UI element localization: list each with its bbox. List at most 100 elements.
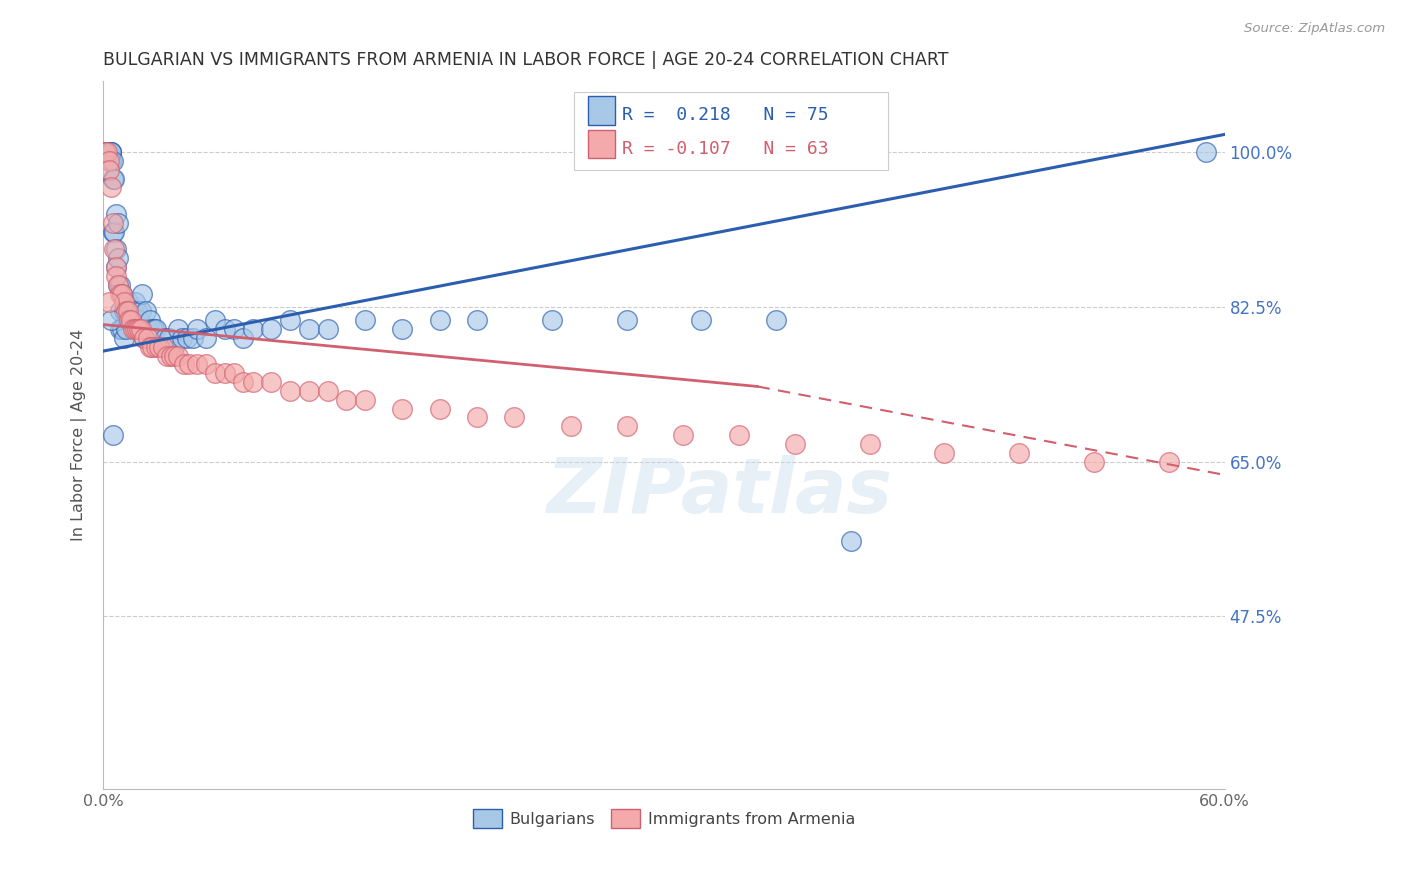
Point: [105, 243, 128, 257]
Point: [112, 304, 135, 318]
Point: [335, 392, 357, 407]
Point: [560, 419, 582, 434]
FancyBboxPatch shape: [588, 130, 614, 159]
Point: [114, 304, 136, 318]
Point: [136, 331, 159, 345]
Point: [97, 153, 120, 168]
Point: [136, 322, 159, 336]
Point: [111, 322, 134, 336]
Point: [103, 225, 125, 239]
Point: [214, 366, 236, 380]
Point: [117, 295, 139, 310]
Point: [616, 313, 638, 327]
Point: [222, 322, 245, 336]
Legend: Bulgarians, Immigrants from Armenia: Bulgarians, Immigrants from Armenia: [467, 803, 862, 834]
Point: [101, 216, 124, 230]
Point: [122, 322, 145, 336]
Point: [124, 295, 146, 310]
Point: [145, 322, 167, 336]
Point: [107, 216, 129, 230]
Point: [186, 357, 208, 371]
Point: [135, 304, 157, 318]
Point: [148, 340, 170, 354]
Point: [278, 384, 301, 398]
Text: BULGARIAN VS IMMIGRANTS FROM ARMENIA IN LABOR FORCE | AGE 20-24 CORRELATION CHAR: BULGARIAN VS IMMIGRANTS FROM ARMENIA IN …: [103, 51, 949, 69]
Point: [100, 153, 122, 168]
Point: [141, 322, 163, 336]
Point: [465, 410, 488, 425]
Point: [105, 207, 128, 221]
Point: [232, 331, 254, 345]
Point: [316, 322, 339, 336]
Point: [163, 349, 186, 363]
Point: [105, 260, 128, 274]
Point: [139, 340, 162, 354]
Point: [204, 313, 226, 327]
FancyBboxPatch shape: [574, 92, 889, 169]
Text: ZIPatlas: ZIPatlas: [547, 455, 893, 529]
Point: [167, 322, 190, 336]
Point: [1157, 455, 1180, 469]
Point: [179, 357, 201, 371]
Point: [727, 428, 749, 442]
Point: [108, 286, 131, 301]
Point: [142, 322, 165, 336]
Point: [153, 331, 176, 345]
Point: [120, 304, 142, 318]
Point: [94, 145, 117, 160]
Point: [148, 340, 170, 354]
Point: [124, 322, 146, 336]
Point: [540, 313, 562, 327]
Point: [97, 162, 120, 177]
Point: [101, 225, 124, 239]
Point: [103, 171, 125, 186]
Point: [934, 446, 956, 460]
Point: [167, 349, 190, 363]
Point: [111, 286, 134, 301]
Point: [131, 286, 153, 301]
Point: [112, 331, 135, 345]
Point: [1008, 446, 1031, 460]
Point: [128, 322, 150, 336]
Point: [100, 145, 122, 160]
Point: [391, 322, 413, 336]
Point: [111, 286, 134, 301]
Point: [354, 313, 377, 327]
Point: [242, 375, 264, 389]
Point: [100, 313, 122, 327]
Point: [101, 428, 124, 442]
Point: [176, 331, 198, 345]
Point: [129, 304, 152, 318]
Point: [108, 277, 131, 292]
Point: [118, 304, 141, 318]
Point: [107, 277, 129, 292]
Point: [839, 534, 862, 549]
Point: [96, 145, 118, 160]
Point: [204, 366, 226, 380]
Point: [105, 268, 128, 283]
Point: [97, 145, 120, 160]
Point: [141, 340, 163, 354]
Point: [298, 322, 321, 336]
Point: [94, 145, 117, 160]
Point: [783, 437, 806, 451]
Point: [1195, 145, 1218, 160]
Point: [114, 322, 136, 336]
Point: [139, 313, 162, 327]
Point: [181, 331, 204, 345]
Point: [152, 340, 174, 354]
Point: [97, 145, 120, 160]
Point: [672, 428, 695, 442]
Point: [108, 322, 131, 336]
Point: [125, 304, 148, 318]
Point: [101, 153, 124, 168]
Point: [858, 437, 880, 451]
Point: [159, 349, 181, 363]
Point: [429, 401, 451, 416]
Point: [108, 304, 131, 318]
Point: [195, 357, 218, 371]
Point: [101, 171, 124, 186]
Point: [152, 340, 174, 354]
Point: [195, 331, 218, 345]
Point: [260, 375, 283, 389]
